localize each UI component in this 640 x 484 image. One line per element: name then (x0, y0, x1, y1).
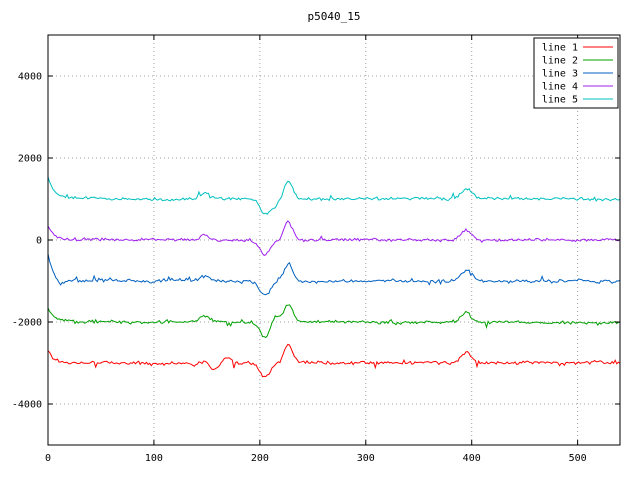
x-tick-label: 500 (569, 453, 587, 464)
y-tick-label: 4000 (18, 72, 42, 83)
legend-label: line 1 (542, 43, 578, 54)
series-line (47, 220, 621, 256)
series-line (47, 343, 621, 378)
legend-label: line 2 (542, 56, 578, 67)
legend-label: line 4 (542, 82, 578, 93)
chart-title: p5040_15 (307, 10, 361, 23)
x-tick-label: 100 (145, 453, 163, 464)
series-line (47, 253, 621, 296)
y-tick-label: 0 (36, 236, 42, 247)
y-tick-label: -2000 (12, 318, 42, 329)
x-tick-label: 300 (357, 453, 375, 464)
legend-label: line 5 (542, 95, 578, 106)
x-tick-label: 400 (463, 453, 481, 464)
legend-label: line 3 (542, 69, 578, 80)
y-tick-label: 2000 (18, 154, 42, 165)
y-tick-label: -4000 (12, 400, 42, 411)
x-tick-label: 200 (251, 453, 269, 464)
series-line (47, 304, 621, 339)
x-tick-label: 0 (45, 453, 51, 464)
series-line (47, 176, 621, 215)
